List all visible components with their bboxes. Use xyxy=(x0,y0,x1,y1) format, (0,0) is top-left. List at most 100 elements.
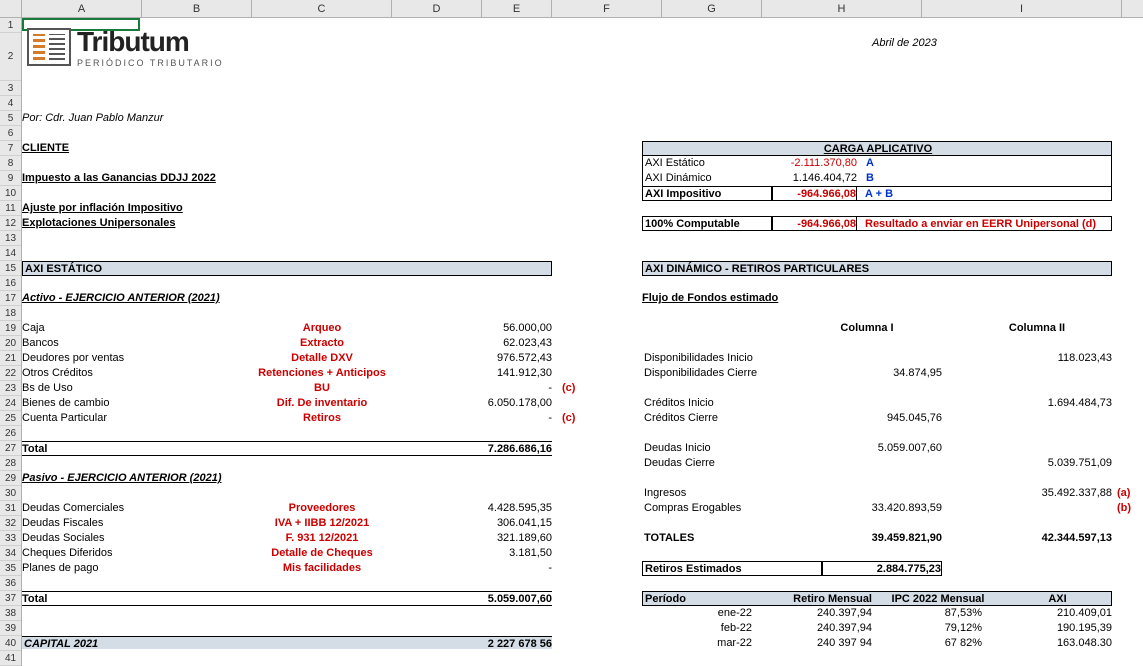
row-header[interactable]: 1 xyxy=(0,18,21,33)
cells-area[interactable]: Tributum PERIÓDICO TRIBUTARIO Abril de 2… xyxy=(22,18,1143,666)
row-header[interactable]: 2 xyxy=(0,33,21,81)
axi-dinamico-title: AXI DINÁMICO - RETIROS PARTICULARES xyxy=(642,261,1112,276)
activo-value: 141.912,30 xyxy=(392,366,552,381)
col-header-g[interactable]: G xyxy=(662,0,762,17)
row-header[interactable]: 34 xyxy=(0,546,21,561)
title-cliente: CLIENTE xyxy=(22,141,69,156)
col-header-a[interactable]: A xyxy=(22,0,142,17)
carga-row-label: 100% Computable xyxy=(642,216,772,231)
activo-value: 6.050.178,00 xyxy=(392,396,552,411)
periodo-p: feb-22 xyxy=(642,621,752,636)
row-header[interactable]: 23 xyxy=(0,381,21,396)
row-header[interactable]: 11 xyxy=(0,201,21,216)
row-header[interactable]: 4 xyxy=(0,96,21,111)
row-header[interactable]: 24 xyxy=(0,396,21,411)
flujo-c1: 945.045,76 xyxy=(792,411,942,426)
pasivo-detail: IVA + IIBB 12/2021 xyxy=(252,516,392,531)
flujo-label: Ingresos xyxy=(644,486,686,501)
row-header[interactable]: 27 xyxy=(0,441,21,456)
carga-row-label: AXI Dinámico xyxy=(642,171,772,186)
row-header[interactable]: 22 xyxy=(0,366,21,381)
row-header[interactable]: 26 xyxy=(0,426,21,441)
col-header-c[interactable]: C xyxy=(252,0,392,17)
totales-label: TOTALES xyxy=(644,531,694,546)
row-header[interactable]: 37 xyxy=(0,591,21,606)
capital-value: 2 227 678 56 xyxy=(392,636,552,649)
col-header-h[interactable]: H xyxy=(762,0,922,17)
col-header-f[interactable]: F xyxy=(552,0,662,17)
row-header[interactable]: 6 xyxy=(0,126,21,141)
row-header[interactable]: 19 xyxy=(0,321,21,336)
flujo-label: Créditos Cierre xyxy=(644,411,718,426)
periodo-rm: 240 397 94 xyxy=(752,636,872,649)
activo-value: - xyxy=(392,381,552,396)
logo-icon xyxy=(27,28,71,66)
activo-value: 62.023,43 xyxy=(392,336,552,351)
periodo-axi: 190.195,39 xyxy=(1002,621,1112,636)
periodo-hdr-rm: Retiro Mensual xyxy=(752,591,872,606)
row-header[interactable]: 16 xyxy=(0,276,21,291)
row-header[interactable]: 30 xyxy=(0,486,21,501)
periodo-ipc: 87,53% xyxy=(872,606,982,621)
row-header[interactable]: 9 xyxy=(0,171,21,186)
row-header[interactable]: 32 xyxy=(0,516,21,531)
activo-detail: Arqueo xyxy=(252,321,392,336)
row-header[interactable]: 21 xyxy=(0,351,21,366)
periodo-hdr-p: Período xyxy=(642,591,752,606)
carga-row-value: 1.146.404,72 xyxy=(772,171,857,186)
activo-label: Bancos xyxy=(22,336,59,351)
periodo-p: mar-22 xyxy=(642,636,752,649)
row-header[interactable]: 13 xyxy=(0,231,21,246)
row-header[interactable]: 33 xyxy=(0,531,21,546)
spreadsheet: A B C D E F G H I 1 2 3 4 5 6 7 8 9 10 1… xyxy=(0,0,1143,666)
row-header[interactable]: 10 xyxy=(0,186,21,201)
activo-detail: Extracto xyxy=(252,336,392,351)
col-header-d[interactable]: D xyxy=(392,0,482,17)
title-explot: Explotaciones Unipersonales xyxy=(22,216,175,231)
row-header[interactable]: 25 xyxy=(0,411,21,426)
row-header[interactable]: 28 xyxy=(0,456,21,471)
activo-note: (c) xyxy=(562,381,575,396)
row-header[interactable]: 8 xyxy=(0,156,21,171)
activo-value: - xyxy=(392,411,552,426)
carga-row-value: -964.966,08 xyxy=(772,186,857,201)
col-header-b[interactable]: B xyxy=(142,0,252,17)
row-header[interactable]: 14 xyxy=(0,246,21,261)
row-header[interactable]: 36 xyxy=(0,576,21,591)
pasivo-total-label: Total xyxy=(22,591,392,606)
row-header[interactable]: 39 xyxy=(0,621,21,636)
row-header[interactable]: 31 xyxy=(0,501,21,516)
flujo-label: Deudas Inicio xyxy=(644,441,711,456)
col-header-i[interactable]: I xyxy=(922,0,1122,17)
pasivo-label: Planes de pago xyxy=(22,561,98,576)
title-impuesto: Impuesto a las Ganancias DDJJ 2022 xyxy=(22,171,216,186)
row-header[interactable]: 29 xyxy=(0,471,21,486)
flujo-label: Compras Erogables xyxy=(644,501,741,516)
activo-label: Bs de Uso xyxy=(22,381,73,396)
retiros-label: Retiros Estimados xyxy=(642,561,822,576)
periodo-hdr-ipc: IPC 2022 Mensual xyxy=(872,591,1002,606)
row-header[interactable]: 20 xyxy=(0,336,21,351)
row-header[interactable]: 12 xyxy=(0,216,21,231)
flujo-label: Créditos Inicio xyxy=(644,396,714,411)
row-header[interactable]: 35 xyxy=(0,561,21,576)
corner-cell[interactable] xyxy=(0,0,22,17)
column-headers: A B C D E F G H I xyxy=(0,0,1143,18)
row-header[interactable]: 7 xyxy=(0,141,21,156)
row-header[interactable]: 38 xyxy=(0,606,21,621)
row-header[interactable]: 18 xyxy=(0,306,21,321)
capital-label: CAPITAL 2021 xyxy=(22,636,392,649)
row-header[interactable]: 15 xyxy=(0,261,21,276)
flujo-c1: 34.874,95 xyxy=(792,366,942,381)
pasivo-value: 3.181,50 xyxy=(392,546,552,561)
axi-estatico-title: AXI ESTÁTICO xyxy=(22,261,552,276)
row-header[interactable]: 17 xyxy=(0,291,21,306)
row-header[interactable]: 5 xyxy=(0,111,21,126)
row-header[interactable]: 3 xyxy=(0,81,21,96)
row-header[interactable]: 41 xyxy=(0,651,21,666)
activo-note: (c) xyxy=(562,411,575,426)
col-header-e[interactable]: E xyxy=(482,0,552,17)
logo-sub-text: PERIÓDICO TRIBUTARIO xyxy=(77,58,224,68)
activo-total-value: 7.286.686,16 xyxy=(392,441,552,456)
title-ajuste: Ajuste por inflación Impositivo xyxy=(22,201,183,216)
